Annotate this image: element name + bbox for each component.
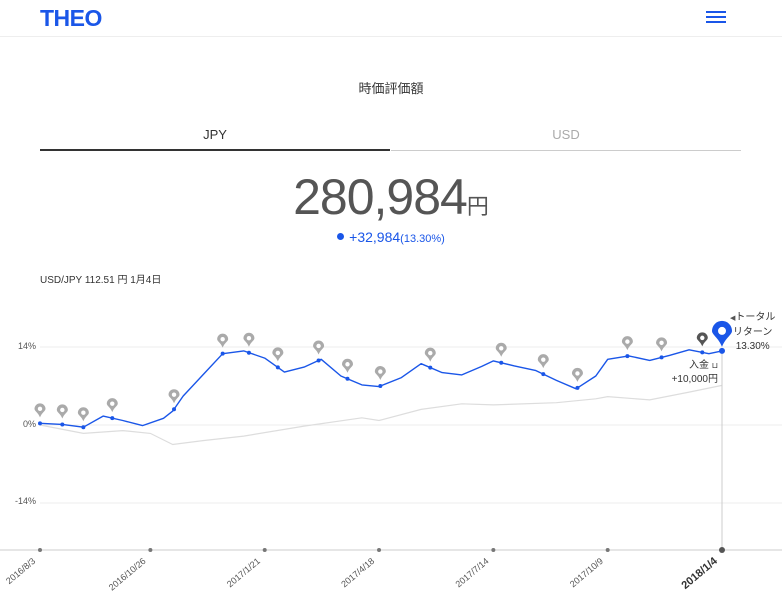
x-tick-dot bbox=[719, 547, 725, 553]
x-tick-dot bbox=[148, 548, 153, 552]
x-tick-dot bbox=[377, 548, 382, 552]
x-tick-label: 2016/8/3 bbox=[4, 556, 37, 586]
valuation-change: +32,984(13.30%) bbox=[0, 229, 782, 245]
pin-hole bbox=[220, 336, 225, 342]
tab-usd[interactable]: USD bbox=[391, 127, 741, 151]
pin-hole bbox=[246, 336, 252, 341]
x-tick-label: 2018/1/4 bbox=[679, 555, 720, 592]
page-title: 時価評価額 bbox=[358, 81, 424, 96]
total-return-label: ◀トータル リターン 13.30% bbox=[730, 312, 776, 352]
event-point bbox=[659, 355, 664, 360]
x-tick-dot bbox=[605, 548, 610, 552]
x-axis: 2016/8/3 2016/10/26 2017/1/21 2017/4/18 2017… bbox=[0, 547, 782, 592]
event-point bbox=[316, 358, 321, 363]
y-tick-label: 0% bbox=[22, 419, 36, 429]
pin-hole bbox=[659, 340, 664, 346]
pin-hole bbox=[378, 369, 383, 374]
event-point bbox=[345, 376, 350, 381]
event-point bbox=[246, 350, 251, 355]
valuation-amount: 280,984円 bbox=[0, 168, 782, 226]
total-return-value: 13.30% bbox=[735, 341, 770, 352]
y-tick-label: 14% bbox=[17, 341, 36, 351]
deposit-icon: ⊔ bbox=[711, 361, 718, 370]
currency-tabs: JPY USD bbox=[40, 127, 741, 151]
app-header: THEO bbox=[0, 0, 782, 37]
pin-hole bbox=[541, 357, 546, 362]
event-point bbox=[575, 385, 580, 390]
event-point bbox=[378, 384, 383, 389]
portfolio-line bbox=[39, 349, 723, 428]
x-tick-dot bbox=[38, 548, 42, 552]
current-point bbox=[719, 347, 725, 354]
performance-chart[interactable]: 2016/8/3 2016/10/26 2017/1/21 2017/4/18 2017… bbox=[0, 300, 782, 611]
pin-hole bbox=[171, 392, 177, 397]
x-tick-dot bbox=[262, 548, 267, 552]
total-return-label-line1: トータル bbox=[735, 312, 776, 323]
hamburger-menu-icon[interactable] bbox=[706, 10, 726, 24]
pin-hole bbox=[700, 335, 705, 341]
amount-unit: 円 bbox=[466, 194, 489, 219]
event-point bbox=[220, 351, 225, 356]
event-point bbox=[428, 365, 433, 370]
pin-hole bbox=[428, 350, 433, 356]
event-point bbox=[499, 360, 504, 365]
x-tick-label: 2017/1/21 bbox=[225, 556, 262, 589]
event-point bbox=[110, 416, 115, 421]
tab-jpy[interactable]: JPY bbox=[40, 127, 390, 151]
pin-hole bbox=[60, 407, 65, 413]
pin-hole bbox=[316, 343, 321, 349]
event-point bbox=[172, 407, 177, 412]
theo-logo[interactable]: THEO bbox=[40, 5, 102, 31]
portfolio-series bbox=[39, 349, 723, 428]
change-amount: +32,984 bbox=[349, 229, 401, 245]
pin-hole bbox=[345, 362, 350, 367]
benchmark-series bbox=[39, 384, 723, 446]
deposit-value: +10,000円 bbox=[671, 374, 718, 385]
benchmark-line bbox=[39, 384, 723, 446]
event-point bbox=[38, 421, 42, 426]
pin-hole bbox=[110, 401, 115, 406]
event-point bbox=[81, 425, 86, 430]
x-tick-label: 2016/10/26 bbox=[107, 556, 148, 593]
event-point bbox=[60, 422, 65, 427]
y-tick-label: -14% bbox=[14, 496, 36, 506]
event-point bbox=[275, 365, 280, 370]
chart-svg: 2016/8/3 2016/10/26 2017/1/21 2017/4/18 2017… bbox=[0, 320, 782, 592]
deposit-label-text: 入金 bbox=[688, 360, 709, 371]
deposit-label: 入金 ⊔ +10,000円 bbox=[656, 359, 718, 387]
event-point bbox=[700, 350, 705, 355]
fx-rate: USD/JPY 112.51 円 1月4日 bbox=[40, 275, 162, 286]
total-return-label-line2: リターン bbox=[732, 327, 773, 338]
pin-hole bbox=[625, 339, 630, 344]
amount-value: 280,984 bbox=[293, 169, 468, 225]
change-percent: (13.30%) bbox=[400, 233, 445, 245]
event-markers bbox=[34, 320, 732, 550]
pin-hole bbox=[499, 346, 504, 351]
x-tick-label: 2017/10/9 bbox=[568, 556, 605, 589]
x-tick-dot bbox=[491, 548, 496, 552]
pin-hole bbox=[275, 350, 281, 356]
x-tick-label: 2017/7/14 bbox=[454, 556, 491, 589]
event-point bbox=[625, 354, 630, 359]
pin-hole bbox=[718, 326, 726, 335]
chart-grid bbox=[40, 346, 782, 504]
pin-hole bbox=[575, 371, 580, 376]
event-point bbox=[541, 372, 546, 377]
pin-hole bbox=[37, 406, 43, 412]
pin-hole bbox=[81, 410, 86, 415]
x-tick-label: 2017/4/18 bbox=[339, 556, 376, 589]
change-dot-icon bbox=[337, 233, 345, 240]
